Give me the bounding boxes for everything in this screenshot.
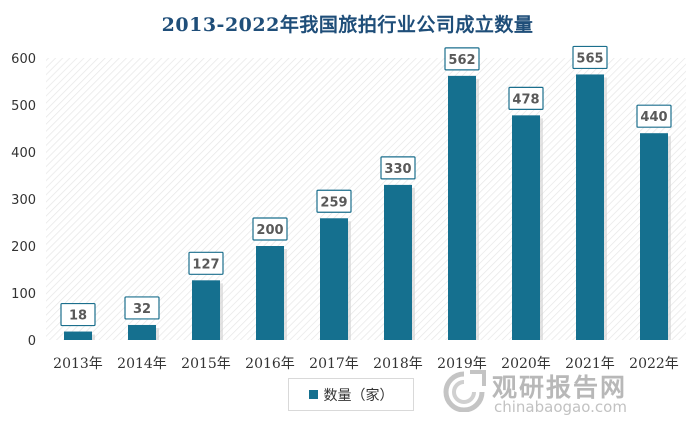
x-tick-label: 2013年 [53,356,103,372]
data-label: 478 [512,92,539,107]
y-tick-label: 500 [11,99,36,114]
y-tick-label: 200 [11,240,36,255]
bars-group: 18 32 127 200 259 330 562 478 565 440 [60,45,672,341]
data-label-box [188,251,224,275]
x-tick-label: 2022年 [629,356,679,372]
data-label: 562 [448,53,475,68]
y-axis: 0 100 200 300 400 500 600 [11,52,36,349]
watermark-name: 观研报告网 [492,373,628,402]
x-tick-label: 2020年 [501,356,551,372]
data-label: 440 [640,110,667,125]
watermark-url: chinabaogao.com [494,398,627,416]
data-label-box [60,302,96,327]
data-label-box [444,47,480,71]
x-tick-label: 2019年 [437,356,487,372]
x-tick-label: 2016年 [245,356,295,372]
x-tick-label: 2017年 [309,356,359,372]
data-label-box [124,296,160,320]
data-label: 200 [256,223,283,238]
data-label: 330 [384,162,411,177]
data-label-box [380,156,416,180]
bar [640,133,668,340]
x-tick-label: 2021年 [565,356,615,372]
data-label: 259 [320,195,347,210]
y-tick-label: 100 [11,287,36,302]
data-label-box [508,86,544,110]
bar [192,280,220,340]
data-label-box [316,189,352,213]
y-tick-label: 300 [11,193,36,208]
x-tick-label: 2015年 [181,356,231,372]
bar [576,74,604,340]
legend-label: 数量（家） [323,387,394,404]
data-label-box [636,104,672,128]
y-tick-label: 600 [11,52,36,67]
bar [128,324,156,340]
data-label: 565 [576,51,603,66]
data-label-box [572,45,608,70]
bar [64,331,92,340]
bar [256,246,284,340]
chart-title: 2013-2022年我国旅拍行业公司成立数量 [161,14,534,36]
x-tick-label: 2014年 [117,356,167,372]
data-label: 18 [69,309,87,324]
data-label: 127 [192,257,219,272]
y-tick-label: 0 [28,334,36,349]
legend-swatch [308,390,318,399]
data-label-box [252,217,288,241]
data-label: 32 [133,302,151,317]
watermark: 观研报告网 chinabaogao.com [440,366,680,418]
bar [512,115,540,340]
x-axis: 2013年 2014年 2015年 2016年 2017年 2018年 2019年 2020年… [53,356,679,372]
bar [320,218,348,340]
y-tick-label: 400 [11,146,36,161]
legend: 数量（家） [288,378,414,411]
watermark-logo-icon [443,370,486,412]
bar [384,184,412,340]
bar [448,75,476,341]
x-tick-label: 2018年 [373,356,423,372]
